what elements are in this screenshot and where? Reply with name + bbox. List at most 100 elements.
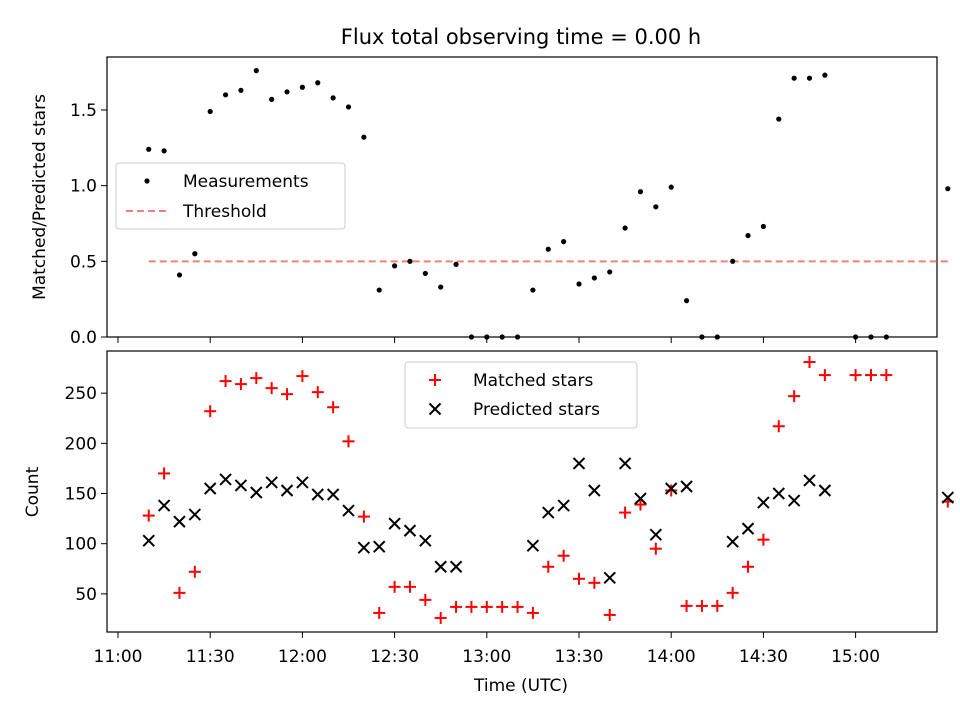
- predicted-star-point: [757, 496, 770, 509]
- legend-matched-marker: [429, 374, 441, 386]
- matched-star-point: [634, 498, 647, 511]
- predicted-star-point: [157, 499, 171, 512]
- matched-star-point: [588, 576, 601, 589]
- predicted-star-point: [419, 534, 432, 547]
- measurement-point: [422, 270, 428, 277]
- x-tick-label: 13:00: [462, 647, 511, 667]
- measurement-point: [683, 298, 690, 304]
- predicted-star-point: [588, 484, 601, 497]
- ratio-y-ticks: 0.0 0.5 1.0 1.5: [70, 101, 107, 348]
- legend-predicted-marker: [428, 402, 442, 416]
- measurement-point: [530, 287, 536, 293]
- measurement-point: [330, 95, 336, 101]
- matched-star-point: [342, 435, 355, 448]
- matched-star-point: [742, 560, 755, 573]
- matched-star-point: [281, 388, 294, 401]
- matched-star-point: [526, 606, 539, 619]
- predicted-star-point: [803, 474, 816, 487]
- matched-star-point: [788, 390, 801, 403]
- predicted-star-point: [142, 534, 155, 547]
- matched-star-point: [757, 533, 770, 546]
- predicted-star-point: [311, 488, 324, 501]
- x-tick-label: 11:00: [94, 647, 143, 667]
- predicted-star-point: [342, 504, 355, 517]
- measurement-point: [376, 287, 382, 293]
- matched-star-point: [465, 600, 478, 613]
- matched-star-point: [496, 600, 509, 613]
- matched-star-point: [388, 580, 401, 593]
- matched-star-point: [480, 600, 493, 613]
- ratio-y-tick-label: 1.0: [70, 177, 97, 197]
- matched-star-point: [357, 510, 370, 523]
- predicted-star-point: [326, 488, 340, 501]
- measurement-point: [484, 334, 490, 340]
- matched-star-point: [849, 369, 862, 382]
- matched-star-point: [142, 509, 155, 522]
- predicted-star-point: [772, 487, 785, 500]
- count-y-tick-label: 200: [65, 434, 97, 454]
- matched-star-point: [818, 369, 831, 382]
- count-y-tick-label: 50: [75, 585, 97, 605]
- matched-star-point: [158, 467, 171, 480]
- measurement-point: [161, 148, 167, 154]
- predicted-star-point: [649, 528, 663, 541]
- measurement-points: [146, 68, 951, 340]
- predicted-star-point: [680, 480, 693, 493]
- predicted-star-point: [296, 476, 309, 489]
- predicted-star-point: [542, 506, 555, 519]
- predicted-star-point: [219, 473, 232, 486]
- matched-star-point: [265, 382, 278, 395]
- measurement-point: [745, 232, 751, 239]
- measurement-point: [714, 334, 720, 340]
- measurement-point: [468, 334, 475, 340]
- measurement-point: [499, 334, 505, 340]
- matched-star-point: [311, 386, 324, 399]
- matched-star-point: [803, 356, 816, 369]
- matched-star-point: [373, 606, 386, 619]
- matched-star-point: [542, 560, 555, 573]
- ratio-legend-box: [115, 162, 346, 230]
- measurement-point: [407, 258, 413, 264]
- legend-predicted-cross: [428, 402, 442, 416]
- measurement-point: [299, 84, 305, 90]
- predicted-star-point: [265, 476, 278, 489]
- predicted-star-point: [941, 491, 955, 504]
- matched-star-point: [511, 600, 524, 613]
- measurement-point: [561, 239, 567, 245]
- matched-star-point: [649, 542, 662, 555]
- matched-star-point: [219, 375, 232, 388]
- matched-star-point: [695, 599, 708, 612]
- measurement-point: [176, 272, 183, 278]
- measurement-point: [653, 204, 659, 210]
- predicted-star-point: [373, 540, 386, 553]
- measurement-point: [392, 263, 398, 269]
- measurement-point: [853, 334, 859, 340]
- matched-star-point: [450, 600, 463, 613]
- predicted-star-point: [557, 499, 570, 512]
- legend-matched-label: Matched stars: [473, 371, 593, 391]
- chart-title: Flux total observing time = 0.00 h: [341, 25, 701, 49]
- legend-matched-plus: [429, 374, 441, 386]
- measurement-point: [591, 275, 597, 281]
- predicted-star-point: [357, 541, 371, 554]
- predicted-star-point: [526, 539, 540, 552]
- count-y-tick-label: 100: [65, 535, 97, 555]
- x-tick-label: 14:30: [739, 647, 788, 667]
- matched-star-point: [680, 599, 693, 612]
- matched-star-point: [573, 572, 585, 585]
- measurement-point: [730, 258, 736, 264]
- predicted-stars-points: [142, 457, 955, 585]
- matched-star-point: [250, 372, 263, 385]
- measurement-point: [207, 108, 213, 115]
- matched-star-point: [296, 370, 309, 383]
- predicted-star-point: [434, 560, 447, 573]
- measurement-point: [607, 269, 613, 275]
- matched-star-point: [173, 586, 186, 599]
- legend-threshold-label: Threshold: [182, 202, 267, 222]
- ratio-y-tick-label: 0.5: [70, 252, 97, 272]
- measurement-point: [284, 89, 290, 95]
- predicted-star-point: [449, 560, 463, 573]
- measurement-point: [545, 246, 551, 252]
- count-y-tick-label: 250: [65, 384, 97, 404]
